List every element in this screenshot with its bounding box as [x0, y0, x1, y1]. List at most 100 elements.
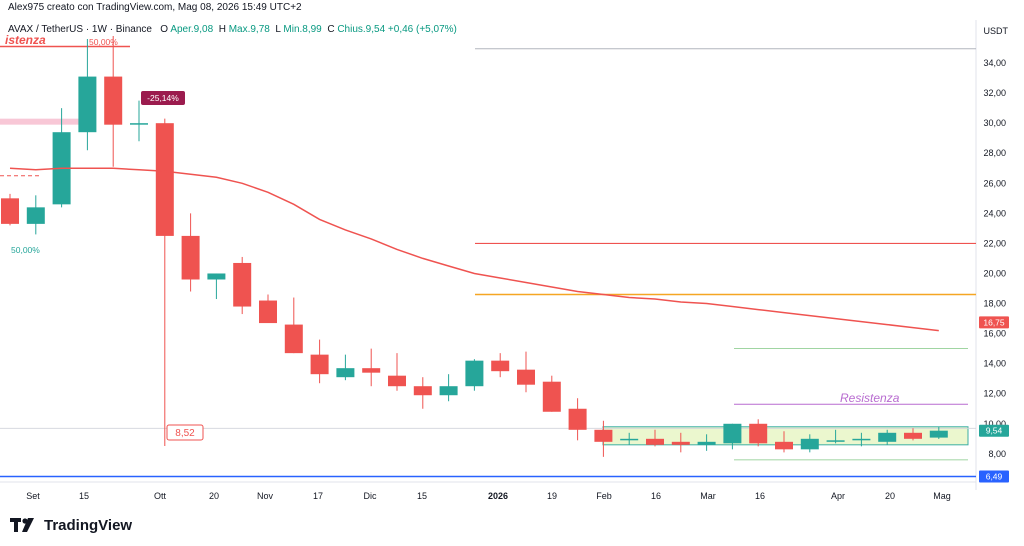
moving-average-line: [9, 167, 939, 332]
pct-low-label: 50,00%: [11, 245, 40, 255]
candle-body: [284, 324, 303, 354]
candle-body: [517, 369, 535, 385]
candle-body: [542, 381, 561, 412]
high-value: Max.9,78: [228, 24, 270, 35]
x-tick-label: Apr: [831, 491, 845, 501]
pct-high-label: 50,00%: [89, 37, 118, 47]
y-tick-label: 26,00: [983, 178, 1006, 188]
y-tick-label: 22,00: [983, 238, 1006, 248]
candle-body: [723, 423, 742, 444]
x-tick-label: Dic: [364, 491, 377, 501]
low-value: Min.8,99: [283, 24, 322, 35]
y-tick-label: 16,00: [983, 329, 1006, 339]
last-price-label: 9,54: [986, 426, 1003, 436]
last-price-label-bg: [979, 424, 1009, 437]
close-value: Chius.9,54: [337, 24, 386, 35]
x-tick-label: Feb: [596, 491, 612, 501]
candle-body: [259, 300, 277, 324]
candle-body: [697, 441, 716, 445]
x-tick-label: Set: [26, 491, 40, 501]
symbol-name[interactable]: AVAX / TetherUS · 1W · Binance: [8, 24, 152, 35]
candle-body: [26, 207, 45, 224]
low-label: L: [275, 24, 281, 35]
tradingview-icon: [10, 517, 34, 532]
drop-label: -25,14%: [147, 93, 179, 103]
currency-label: USDT: [984, 26, 1009, 36]
candle-body: [104, 76, 123, 125]
candle-body: [233, 262, 252, 307]
resistance-right-label: Resistenza: [840, 391, 900, 405]
x-tick-label: Mar: [700, 491, 716, 501]
x-tick-label: Ott: [154, 491, 167, 501]
candle-body: [852, 438, 871, 441]
candle-body: [904, 432, 922, 439]
candle-body: [130, 123, 148, 125]
candle-body: [439, 386, 458, 396]
y-tick-label: 28,00: [983, 148, 1006, 158]
candle-body: [826, 440, 845, 442]
y-tick-label: 24,00: [983, 208, 1006, 218]
brand-name: TradingView: [44, 517, 133, 534]
x-tick-label: 16: [755, 491, 765, 501]
low-price-label: 8,52: [175, 428, 195, 439]
candle-body: [878, 432, 897, 442]
y-tick-label: 10,00: [983, 419, 1006, 429]
candle-body: [800, 438, 819, 450]
candle-body: [749, 423, 768, 444]
candle-body: [646, 438, 664, 445]
tradingview-logo[interactable]: TradingView: [10, 517, 132, 534]
y-tick-label: 30,00: [983, 118, 1006, 128]
x-tick-label: Nov: [257, 491, 274, 501]
candle-body: [671, 441, 690, 445]
candle-body: [310, 354, 329, 375]
symbol-header: AVAX / TetherUS · 1W · Binance O Aper.9,…: [8, 24, 457, 35]
x-tick-label: 16: [651, 491, 661, 501]
close-label: C: [327, 24, 335, 35]
drop-label-bg: [141, 91, 185, 105]
candle-body: [413, 386, 432, 396]
x-tick-label: 15: [417, 491, 427, 501]
resistance-left-label: istenza: [5, 33, 46, 47]
x-tick-label: Mag: [933, 491, 951, 501]
x-tick-label: 17: [313, 491, 323, 501]
chart-caption: Alex975 creato con TradingView.com, Mag …: [8, 2, 302, 13]
y-tick-label: 12,00: [983, 389, 1006, 399]
change-value: +0,46 (+5,07%): [387, 24, 457, 35]
candle-body: [336, 368, 355, 378]
high-label: H: [218, 24, 226, 35]
candle-body: [491, 360, 510, 372]
candle-body: [78, 76, 97, 133]
candle-body: [775, 441, 793, 450]
candle-body: [620, 438, 639, 441]
support-price-label-bg: [979, 470, 1009, 483]
candle-body: [929, 430, 948, 438]
ma-price-label: 16,75: [983, 317, 1005, 327]
y-tick-label: 8,00: [988, 449, 1006, 459]
x-tick-label: 20: [885, 491, 895, 501]
x-tick-label: 19: [547, 491, 557, 501]
open-value: Aper.9,08: [170, 24, 214, 35]
candle-body: [1, 198, 19, 224]
x-tick-label: 20: [209, 491, 219, 501]
candle-body: [388, 375, 406, 387]
candle-body: [594, 429, 613, 442]
candle-body: [568, 408, 587, 430]
y-tick-label: 20,00: [983, 268, 1006, 278]
candle-body: [207, 273, 226, 280]
left-zone: [0, 118, 95, 125]
candle-body: [362, 368, 381, 373]
candle-body: [465, 360, 484, 387]
candle-body: [155, 123, 174, 236]
y-tick-label: 32,00: [983, 88, 1006, 98]
x-tick-label: 2026: [488, 491, 508, 501]
ma-price-label-bg: [979, 316, 1009, 329]
candle-body: [181, 235, 200, 280]
y-tick-label: 14,00: [983, 359, 1006, 369]
x-tick-label: 15: [79, 491, 89, 501]
low-price-label-bg: [166, 424, 204, 441]
y-tick-label: 18,00: [983, 299, 1006, 309]
y-tick-label: 34,00: [983, 58, 1006, 68]
support-price-label: 6,49: [986, 472, 1003, 482]
open-label: O: [160, 24, 169, 35]
